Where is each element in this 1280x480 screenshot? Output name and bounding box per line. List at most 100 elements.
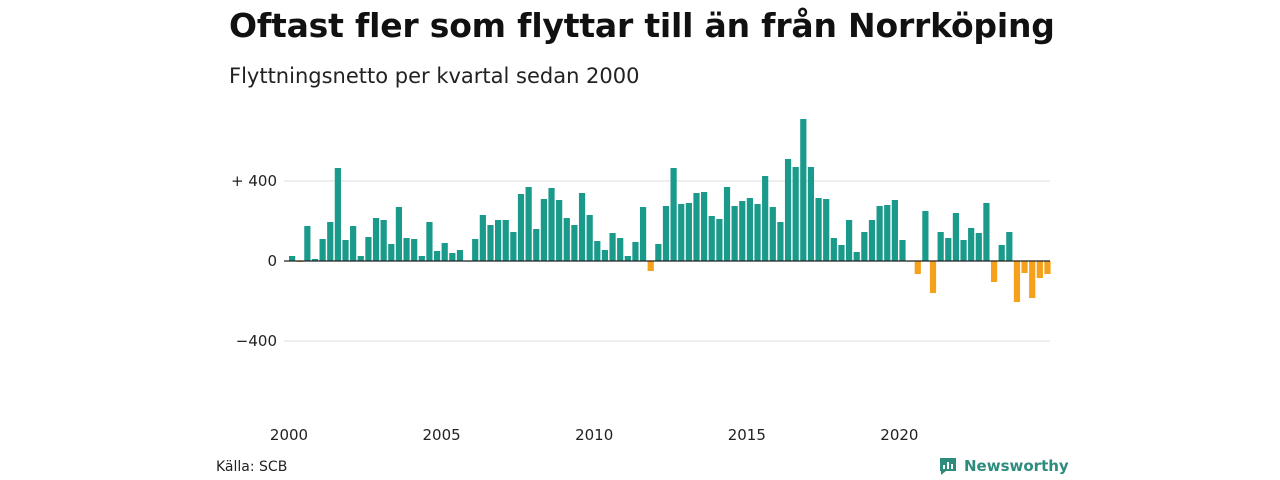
bar xyxy=(929,261,937,293)
bar xyxy=(769,207,776,261)
bar xyxy=(357,256,364,261)
x-tick-label: 2005 xyxy=(423,426,461,444)
bar xyxy=(548,188,555,261)
bar xyxy=(372,218,380,261)
bar xyxy=(1021,261,1028,273)
bar xyxy=(678,204,685,261)
bar xyxy=(815,198,822,261)
bar xyxy=(922,211,929,261)
bar xyxy=(311,259,319,261)
bar xyxy=(754,204,761,261)
bar xyxy=(853,252,860,261)
x-tick-label: 2020 xyxy=(880,426,918,444)
bar xyxy=(975,233,982,261)
bar xyxy=(487,225,494,261)
bar xyxy=(388,244,395,261)
bar xyxy=(830,238,837,261)
bar xyxy=(403,238,410,261)
bar xyxy=(342,240,349,261)
bar xyxy=(937,232,944,261)
bar xyxy=(823,199,830,261)
bar xyxy=(990,261,998,282)
bar xyxy=(693,193,700,261)
chart-title: Oftast fler som flyttar till än från Nor… xyxy=(229,6,1055,45)
y-tick-label: −400 xyxy=(236,332,277,350)
bar xyxy=(594,241,601,261)
x-tick-label: 2010 xyxy=(575,426,613,444)
bar xyxy=(899,240,906,261)
bar xyxy=(701,192,708,261)
y-tick-label: 0 xyxy=(267,252,277,270)
bar xyxy=(433,251,441,261)
bar xyxy=(304,226,311,261)
bar xyxy=(845,220,853,261)
bar xyxy=(411,239,418,261)
bar xyxy=(1006,232,1013,261)
bar xyxy=(876,206,883,261)
bar xyxy=(327,222,334,261)
bar xyxy=(731,206,738,261)
bar xyxy=(571,225,578,261)
bar xyxy=(502,220,509,261)
x-tick-label: 2000 xyxy=(270,426,308,444)
bar xyxy=(968,228,975,261)
bar xyxy=(395,207,403,261)
bar xyxy=(441,243,448,261)
bar xyxy=(670,168,677,261)
x-axis-ticks: 2000 2005 2010 2015 2020 xyxy=(270,426,919,444)
bar xyxy=(380,220,387,261)
bar xyxy=(350,226,357,261)
x-tick-label: 2015 xyxy=(728,426,766,444)
y-tick-label: + 400 xyxy=(231,172,277,190)
bar xyxy=(784,159,792,261)
bar xyxy=(495,220,502,261)
bar xyxy=(746,198,753,261)
bar xyxy=(952,213,960,261)
bar xyxy=(624,256,631,261)
bar xyxy=(601,250,609,261)
bars xyxy=(289,119,1051,302)
bar xyxy=(861,232,868,261)
bar xyxy=(289,256,296,261)
bar xyxy=(891,200,898,261)
bar xyxy=(739,201,746,261)
bar xyxy=(838,245,845,261)
bar xyxy=(578,193,586,261)
bar xyxy=(556,200,563,261)
bar xyxy=(655,244,662,261)
bar xyxy=(334,168,341,261)
bar xyxy=(617,238,624,261)
bar xyxy=(777,222,784,261)
bar xyxy=(1029,261,1036,298)
bar xyxy=(960,240,967,261)
bar xyxy=(609,233,616,261)
bar xyxy=(456,250,464,261)
bar xyxy=(365,237,372,261)
bar xyxy=(868,220,876,261)
y-axis-ticks: + 400 0 −400 xyxy=(231,172,277,350)
grid-lines xyxy=(284,180,1050,342)
bar xyxy=(540,199,547,261)
bar xyxy=(1036,261,1043,278)
bar xyxy=(472,239,479,261)
bar xyxy=(716,219,723,261)
bar xyxy=(800,119,807,261)
bar xyxy=(945,238,952,261)
bar xyxy=(647,261,654,271)
bar xyxy=(639,207,647,261)
bar xyxy=(319,239,326,261)
bar xyxy=(586,215,593,261)
bar xyxy=(510,232,517,261)
bar xyxy=(533,229,540,261)
bar xyxy=(685,203,692,261)
bar xyxy=(998,245,1005,261)
bar xyxy=(418,256,425,261)
bar xyxy=(762,176,769,261)
bar xyxy=(1044,261,1051,274)
bar xyxy=(708,216,715,261)
bar xyxy=(884,205,891,261)
bar xyxy=(517,194,525,261)
bar xyxy=(1013,261,1021,302)
newsworthy-logo-icon xyxy=(940,458,956,475)
bar xyxy=(525,187,532,261)
